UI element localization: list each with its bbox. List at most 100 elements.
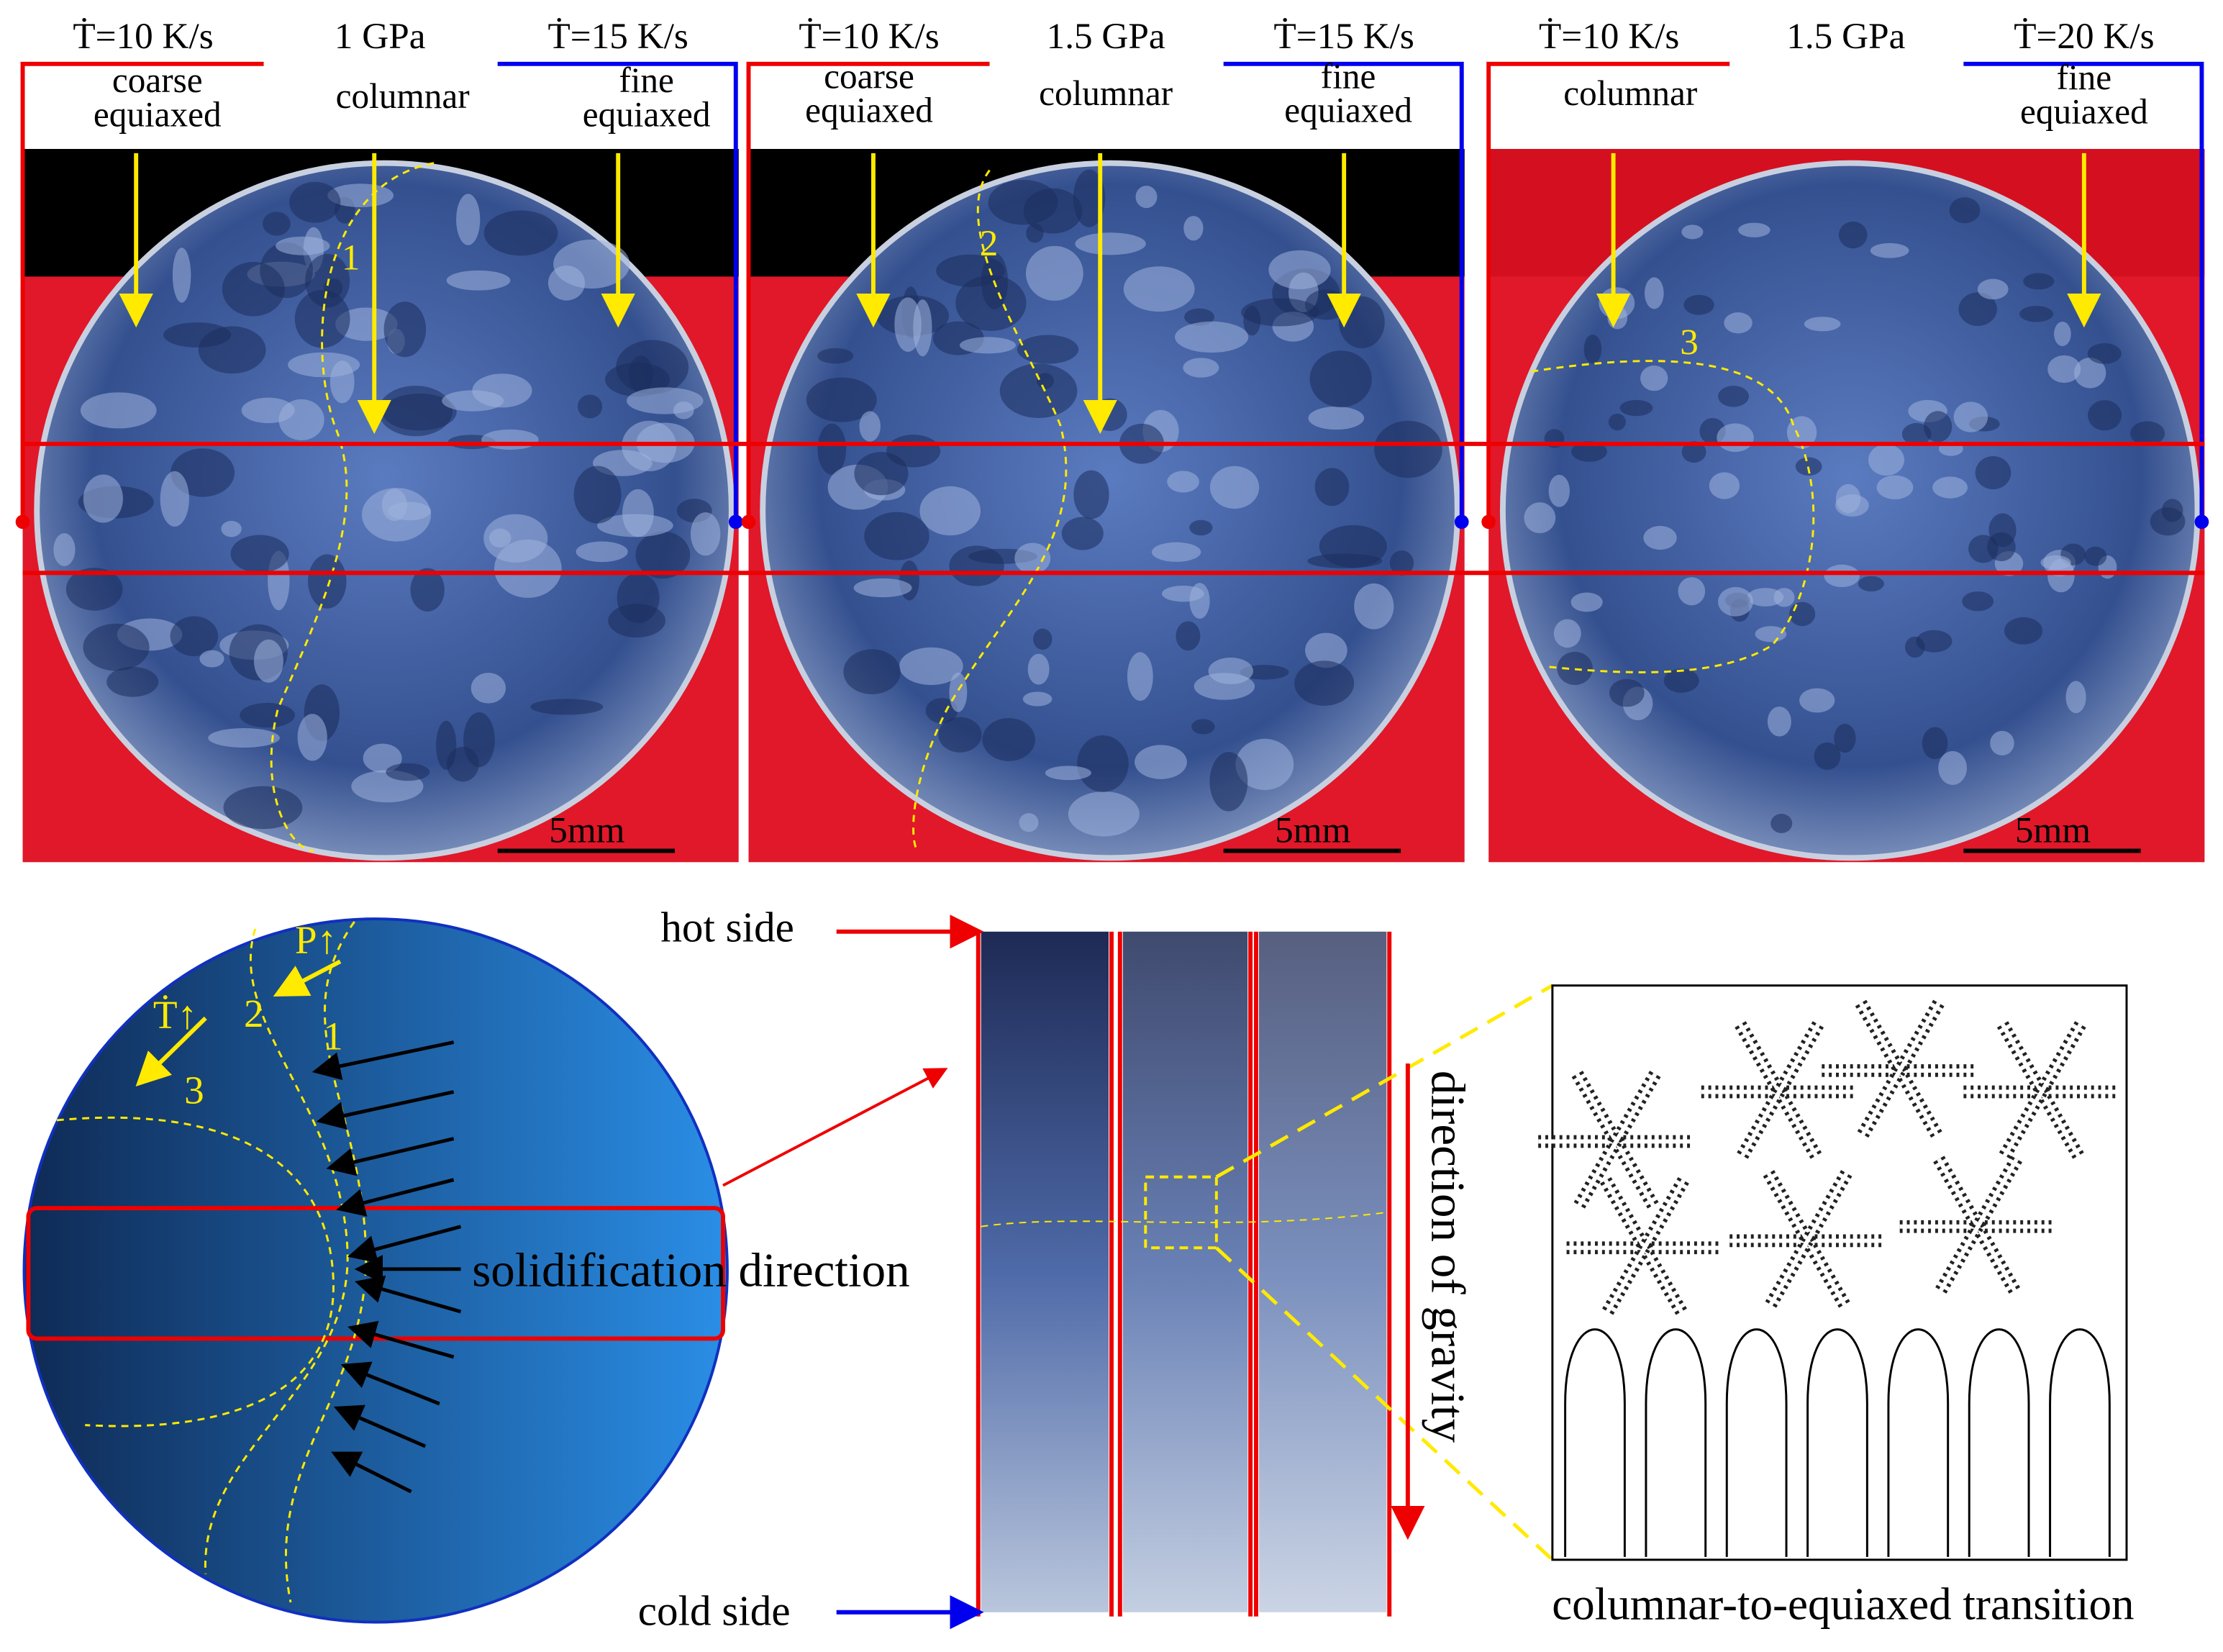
grain (1209, 752, 1248, 812)
rate-label: Ṫ↑ (153, 993, 197, 1037)
grain (1389, 550, 1414, 576)
grain (1092, 398, 1127, 431)
flow-arrow (331, 1451, 412, 1494)
grain (1788, 602, 1816, 627)
grain (1645, 277, 1664, 309)
grain (1548, 474, 1570, 507)
rate-right: Ṫ=15 K/s (1274, 16, 1414, 57)
grain (470, 672, 506, 704)
region-type: columnar (1039, 73, 1173, 113)
dendrite-core (1604, 1179, 1686, 1317)
grain (982, 717, 1035, 761)
scale-label: 5mm (549, 810, 624, 851)
boundary (981, 1212, 1387, 1227)
grain (1717, 423, 1754, 453)
grain (627, 387, 704, 414)
grain (1938, 750, 1968, 785)
boundary (912, 169, 1068, 852)
grain (1932, 476, 1968, 499)
grain (1305, 289, 1348, 320)
flow-arrow (347, 1225, 462, 1263)
grain (1868, 444, 1905, 476)
grain (1953, 401, 1988, 432)
grain (230, 535, 289, 573)
grain (481, 429, 539, 450)
grain (1314, 468, 1350, 507)
right-bracket (497, 61, 738, 522)
dot (741, 514, 756, 530)
grain (1571, 441, 1607, 462)
grain (1962, 591, 1994, 612)
grain (483, 514, 548, 563)
grain (925, 698, 958, 724)
grain (1681, 441, 1706, 463)
columnar-dendrite (1564, 1328, 1626, 1557)
grain (221, 520, 242, 537)
rate-left: Ṫ=10 K/s (799, 16, 939, 57)
grain (1718, 386, 1750, 407)
grain (864, 512, 929, 560)
grain (241, 397, 295, 424)
flow-arrow (316, 1090, 455, 1130)
rate-left: Ṫ=10 K/s (73, 16, 213, 57)
flow-arrow (312, 1040, 455, 1081)
grain (1804, 317, 1841, 332)
grain (198, 326, 266, 374)
grain (199, 650, 224, 668)
grain (170, 616, 219, 657)
flow-arrow (326, 1137, 455, 1176)
flow-arrow (355, 1275, 462, 1314)
grain (1135, 186, 1158, 209)
columnar-dendrite (1806, 1328, 1868, 1557)
grain (938, 717, 982, 753)
region-type: equiaxed (1284, 91, 1412, 130)
region-type: equiaxed (805, 91, 933, 130)
dendrites (1538, 999, 2120, 1557)
grain (386, 763, 430, 781)
strip (1122, 931, 1248, 1612)
grain (1127, 652, 1153, 702)
grain (1033, 628, 1053, 650)
grain (2130, 421, 2165, 446)
grain (853, 578, 912, 598)
grain (1036, 373, 1055, 389)
photo-panel: Ṫ=10 K/s 1.5 GPa Ṫ=20 K/s columnar fineequia… (1481, 16, 2209, 863)
region-type: fine (1321, 56, 1376, 96)
flow-arrow (336, 1178, 455, 1217)
flow-arrow (333, 1404, 427, 1448)
columnar-dendrite (1725, 1328, 1788, 1557)
grain (1683, 294, 1714, 315)
grain (53, 533, 76, 566)
rate-left: Ṫ=10 K/s (1539, 16, 1679, 57)
flow-arrow (340, 1361, 440, 1406)
grain (1824, 564, 1860, 588)
grain (1640, 366, 1668, 391)
arrow (273, 959, 342, 997)
schematic: P↑ Ṫ↑ 1 2 3 solidification direction (22, 917, 948, 1624)
grain (1609, 678, 1645, 707)
grain (690, 512, 721, 556)
scale-label: 5mm (2015, 810, 2091, 851)
grain (308, 554, 347, 609)
grain (919, 486, 981, 536)
grain (253, 639, 283, 683)
grain (1858, 576, 1884, 592)
region-label: 2 (244, 991, 264, 1035)
pressure: 1 GPa (335, 16, 426, 57)
grain (2065, 681, 2086, 714)
grain (817, 348, 854, 364)
grain (608, 604, 665, 638)
grain (1068, 791, 1140, 837)
grain (1786, 416, 1817, 449)
grain (1077, 735, 1129, 792)
grain (1075, 232, 1146, 255)
grain (1718, 586, 1753, 617)
grain (1123, 266, 1195, 312)
grain (1023, 188, 1083, 234)
grain (1724, 312, 1753, 334)
grain (1176, 621, 1201, 651)
zoom-box (1144, 1175, 1218, 1250)
dendrite-core (1858, 1002, 1941, 1140)
grain (361, 488, 432, 542)
